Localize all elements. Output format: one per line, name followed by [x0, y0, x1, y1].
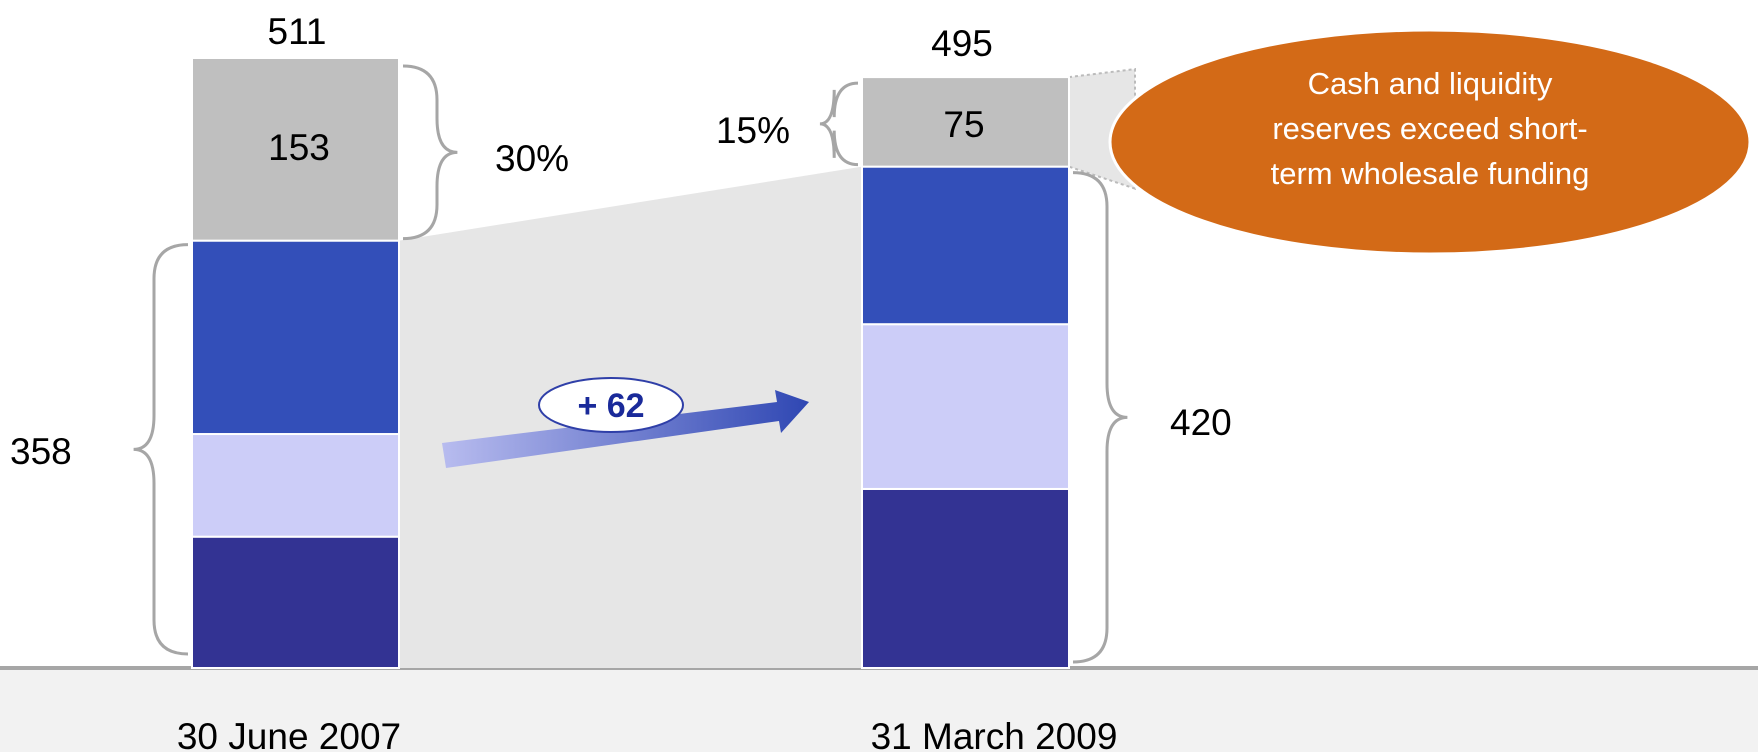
floor-band: [0, 668, 1758, 752]
segment-label-2009-top: 75: [943, 104, 984, 145]
segment-label-2007-top: 153: [268, 127, 330, 168]
brace-top-2009: [819, 81, 859, 167]
bar-segment-middle-2: [861, 323, 1070, 490]
lower-group-label-2007: 358: [10, 431, 72, 472]
callout-ellipse: [1108, 28, 1752, 256]
bar-segment-top-1: [191, 57, 400, 242]
bar-segment-upper-1: [191, 239, 400, 436]
brace-lower-2009: [1072, 171, 1128, 664]
callout-line-2: reserves exceed short-: [1272, 111, 1587, 146]
category-label-2009: 31 March 2009: [871, 716, 1118, 752]
change-ellipse: [538, 377, 684, 433]
bar-segment-bottom-2: [861, 487, 1070, 669]
share-label-2007: 30%: [495, 138, 569, 179]
total-label-2007: 511: [268, 11, 327, 52]
bar-segment-middle-1: [191, 433, 400, 538]
total-label-2009: 495: [931, 23, 993, 64]
share-label-2009: 15%: [716, 110, 790, 151]
category-label-2007: 30 June 2007: [177, 716, 401, 752]
brace-top-2007: [402, 64, 458, 241]
bar-segment-upper-2: [861, 165, 1070, 326]
bar-segment-top-2: [861, 76, 1070, 168]
callout-line-3: term wholesale funding: [1271, 156, 1590, 191]
bar-group: [191, 57, 1070, 669]
change-arrow: + 62: [442, 377, 809, 468]
bar-segment-bottom-1: [191, 535, 400, 669]
callout-line-1: Cash and liquidity: [1308, 66, 1553, 101]
callout: Cash and liquidity reserves exceed short…: [1108, 28, 1752, 256]
lower-group-label-2009: 420: [1170, 402, 1232, 443]
brace-lower-2007: [133, 243, 189, 656]
change-label: + 62: [577, 387, 644, 425]
brace-group: [133, 64, 1128, 664]
